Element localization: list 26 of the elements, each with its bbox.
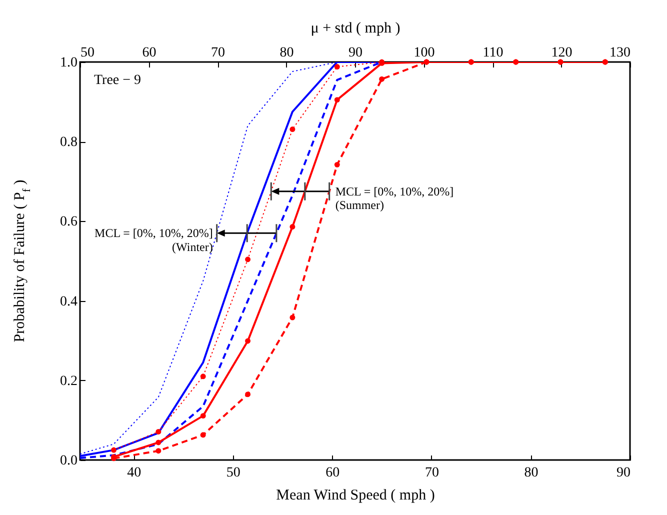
y-tick-label: 0.6	[60, 214, 78, 230]
y-tick-label: 0.4	[60, 294, 78, 310]
x2-tick-label: 60	[142, 46, 156, 60]
annotation: MCL = [0%, 10%, 20%] (Winter)	[94, 226, 213, 254]
annotation: MCL = [0%, 10%, 20%] (Summer)	[335, 184, 454, 212]
x2-tick-label: 130	[610, 46, 630, 60]
x2-tick-label: 110	[482, 46, 504, 60]
x-tick-label: 60	[326, 466, 340, 480]
x-tick-label: 70	[424, 466, 439, 480]
x2-tick-label: 80	[280, 46, 294, 60]
y-tick-label: 0.8	[60, 135, 78, 150]
x-tick-label: 80	[524, 466, 538, 480]
x2-tick-label: 70	[211, 46, 225, 60]
x-tick-label: 50	[226, 466, 240, 480]
x2-tick-label: 120	[551, 46, 572, 60]
y-tick-label: 1.0	[60, 56, 78, 70]
y-tick-label: 0.0	[60, 454, 78, 468]
x-axis-title: Mean Wind Speed ( mph )	[276, 488, 435, 504]
x2-tick-label: 50	[80, 46, 94, 60]
x-tick-label: 90	[616, 466, 630, 480]
x2-tick-label: 100	[414, 46, 435, 60]
annotation: Tree − 9	[94, 73, 142, 88]
y-tick-label: 0.2	[60, 374, 78, 389]
x-tick-label: 40	[127, 466, 142, 480]
x2-axis-title: μ + std ( mph )	[310, 20, 400, 36]
x2-tick-label: 90	[348, 46, 362, 60]
